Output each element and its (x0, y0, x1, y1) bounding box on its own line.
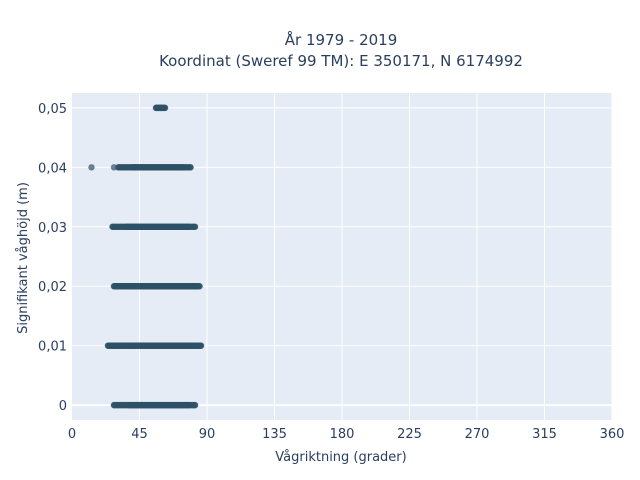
data-point (161, 104, 169, 112)
y-tick-label: 0 (59, 399, 67, 414)
x-tick-label: 45 (131, 427, 148, 442)
x-axis-label: Vågriktning (grader) (275, 450, 406, 465)
y-axis-ticks: 0 0,01 0,02 0,03 0,04 0,05 (38, 102, 67, 414)
data-point (88, 164, 95, 171)
y-tick-label: 0,03 (38, 221, 67, 236)
x-tick-label: 90 (199, 427, 216, 442)
x-tick-label: 0 (68, 427, 76, 442)
data-point (191, 401, 199, 409)
data-point (110, 164, 118, 171)
data-point (197, 342, 205, 349)
y-axis-label: Signifikant våghöjd (m) (16, 182, 31, 334)
y-tick-label: 0,01 (38, 340, 67, 355)
y-tick-label: 0,02 (38, 280, 67, 295)
data-points (88, 104, 205, 409)
x-axis-ticks: 0 45 90 135 180 225 270 315 360 (68, 427, 625, 442)
data-point (191, 223, 199, 230)
x-tick-label: 180 (330, 427, 355, 442)
x-tick-label: 270 (465, 427, 490, 442)
y-tick-label: 0,04 (38, 161, 67, 176)
chart-title-line1: År 1979 - 2019 (285, 30, 398, 49)
y-tick-label: 0,05 (38, 102, 67, 117)
chart-title-line2: Koordinat (Sweref 99 TM): E 350171, N 61… (159, 52, 523, 70)
x-tick-label: 315 (532, 427, 557, 442)
x-tick-label: 135 (262, 427, 287, 442)
data-point (196, 283, 203, 290)
data-point (187, 164, 194, 171)
x-tick-label: 360 (600, 427, 625, 442)
x-tick-label: 225 (397, 427, 422, 442)
